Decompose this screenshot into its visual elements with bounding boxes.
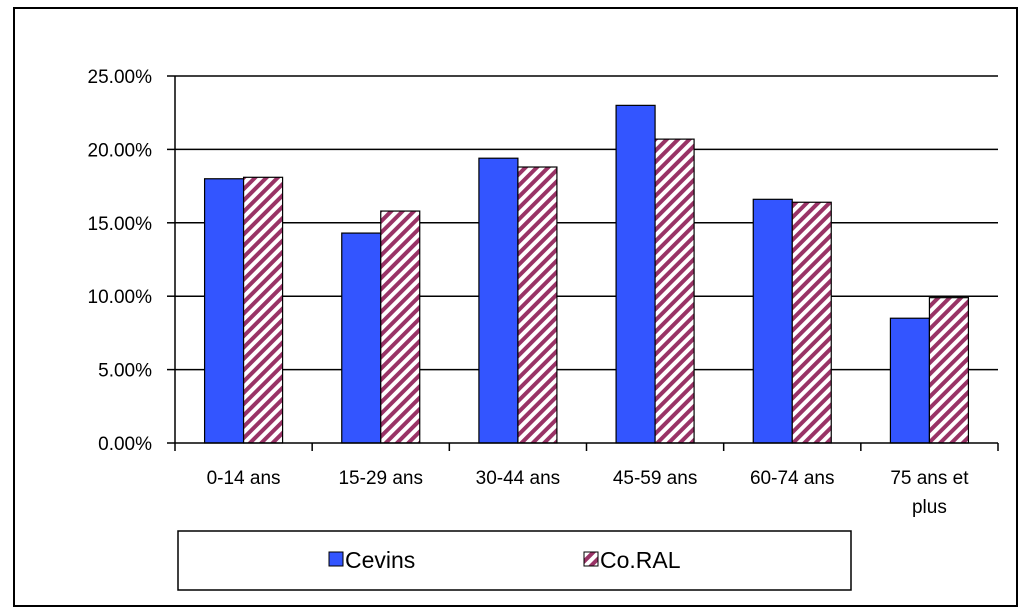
bar-cevins-1 — [341, 232, 382, 444]
bar-cevins-0 — [203, 178, 245, 444]
y-tick-label: 5.00% — [98, 361, 152, 382]
y-tick-label: 20.00% — [88, 140, 153, 161]
bar-co-ral-3 — [654, 138, 695, 444]
y-tick-label: 10.00% — [88, 287, 153, 308]
legend-label: Cevins — [345, 547, 415, 573]
legend-label: Co.RAL — [600, 547, 681, 573]
legend-swatch-cevins — [328, 551, 344, 567]
bar-cevins-3 — [615, 104, 656, 444]
bar-co-ral-2 — [517, 166, 558, 444]
x-tick-label: 60-74 ans — [750, 468, 835, 489]
bar-cevins-4 — [752, 198, 793, 444]
legend-swatch-co-ral — [583, 551, 599, 567]
x-tick-label: 30-44 ans — [476, 468, 561, 489]
legend: Cevins Co.RAL — [177, 530, 852, 591]
x-tick-label: 75 ans et plus — [890, 468, 969, 518]
x-tick-label: 0-14 ans — [207, 468, 281, 489]
bar-cevins-2 — [478, 157, 519, 444]
bar-co-ral-4 — [791, 201, 832, 444]
gridlines — [175, 75, 998, 371]
x-tick-label: 15-29 ans — [338, 468, 423, 489]
y-tick-labels: 0.00% 5.00% 10.00% 15.00% 20.00% 25.00% — [88, 67, 153, 455]
bar-co-ral-0 — [242, 176, 284, 444]
bar-co-ral-1 — [380, 210, 421, 444]
bar-co-ral-5 — [928, 297, 970, 444]
legend-box — [177, 530, 852, 591]
bars — [203, 104, 970, 444]
y-tick-label: 0.00% — [98, 434, 152, 455]
x-tick-labels: 0-14 ans 15-29 ans 30-44 ans 45-59 ans 60-74… — [207, 468, 970, 518]
axes — [167, 75, 999, 451]
y-tick-label: 15.00% — [88, 214, 153, 235]
bar-cevins-5 — [889, 317, 931, 444]
x-tick-label: 45-59 ans — [613, 468, 698, 489]
y-tick-label: 25.00% — [88, 67, 153, 88]
